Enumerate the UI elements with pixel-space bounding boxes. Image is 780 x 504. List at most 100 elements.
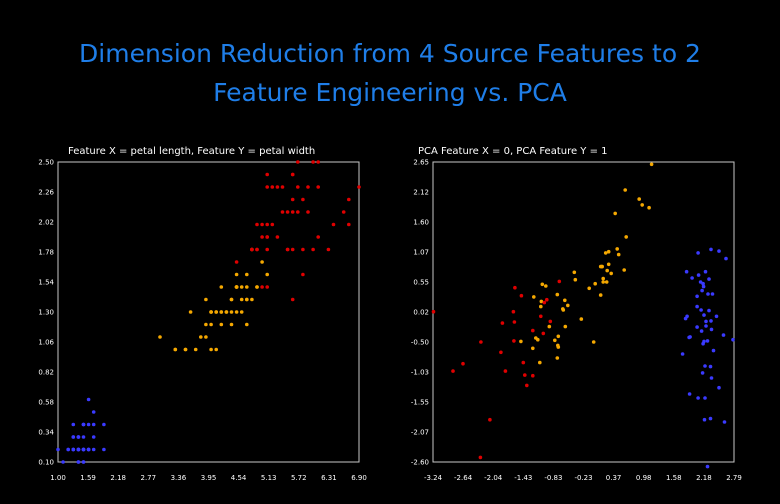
left-point-versicolor bbox=[209, 310, 213, 314]
left-x-tick-label: 6.90 bbox=[351, 474, 367, 482]
left-point-versicolor bbox=[229, 322, 234, 327]
right-point-setosa bbox=[700, 371, 705, 375]
left-point-versicolor bbox=[255, 285, 259, 289]
left-chart-title: Feature X = petal length, Feature Y = pe… bbox=[68, 146, 315, 157]
right-x-tick-label: -2.04 bbox=[484, 474, 503, 482]
right-x-tick-label: -0.23 bbox=[574, 474, 592, 482]
left-point-virginica bbox=[265, 285, 270, 289]
left-point-versicolor bbox=[219, 285, 224, 289]
left-point-setosa bbox=[76, 447, 81, 452]
left-point-versicolor bbox=[204, 297, 208, 302]
left-point-virginica bbox=[296, 185, 300, 189]
right-point-versicolor bbox=[593, 281, 597, 286]
left-point-setosa bbox=[76, 460, 81, 464]
left-point-virginica bbox=[260, 222, 264, 227]
right-point-virginica bbox=[523, 373, 527, 377]
left-point-virginica bbox=[316, 185, 321, 189]
right-point-setosa bbox=[707, 277, 711, 281]
right-y-ticks: -2.60 -2.07 -1.55 -1.03 -0.50 0.02 0.55 1.07 1.6… bbox=[411, 159, 429, 467]
right-point-versicolor bbox=[579, 317, 584, 321]
left-point-versicolor bbox=[239, 285, 244, 289]
right-x-tick-label: -0.83 bbox=[544, 474, 562, 482]
right-point-versicolor bbox=[563, 324, 568, 329]
right-x-tick-label: -2.64 bbox=[454, 474, 473, 482]
right-point-versicolor bbox=[613, 211, 617, 216]
right-x-ticks: -3.24 -2.64 -2.04 -1.43 -0.83 -0.23 0.37 0.98 1.… bbox=[424, 474, 742, 482]
right-point-versicolor bbox=[556, 343, 560, 348]
left-point-virginica bbox=[316, 235, 321, 239]
left-point-virginica bbox=[306, 210, 310, 214]
left-point-virginica bbox=[301, 247, 305, 252]
left-point-virginica bbox=[270, 222, 275, 227]
right-x-tick-label: 0.37 bbox=[606, 474, 622, 482]
right-point-virginica bbox=[531, 373, 535, 378]
right-point-versicolor bbox=[609, 271, 613, 276]
left-point-setosa bbox=[91, 410, 96, 414]
right-point-virginica bbox=[512, 339, 516, 343]
left-point-virginica bbox=[301, 197, 305, 202]
left-point-versicolor bbox=[183, 347, 188, 352]
right-point-versicolor bbox=[539, 299, 544, 304]
right-point-versicolor bbox=[566, 303, 570, 308]
left-x-tick-label: 4.54 bbox=[231, 474, 247, 482]
right-point-setosa bbox=[709, 319, 713, 323]
left-y-tick-label: 2.26 bbox=[38, 189, 54, 197]
right-point-setosa bbox=[711, 348, 716, 353]
right-x-tick-label: -3.24 bbox=[424, 474, 443, 482]
left-point-versicolor bbox=[234, 310, 239, 314]
left-point-virginica bbox=[296, 210, 300, 214]
right-point-setosa bbox=[717, 249, 721, 253]
right-point-versicolor bbox=[573, 277, 578, 282]
right-point-setosa bbox=[717, 385, 721, 390]
right-chart-points bbox=[431, 162, 735, 469]
right-point-setosa bbox=[705, 339, 710, 343]
left-point-virginica bbox=[311, 247, 315, 252]
left-point-virginica bbox=[255, 222, 259, 227]
left-point-setosa bbox=[86, 447, 91, 452]
right-point-setosa bbox=[701, 284, 706, 289]
right-point-setosa bbox=[722, 420, 727, 424]
right-point-versicolor bbox=[600, 264, 604, 269]
left-point-setosa bbox=[81, 447, 86, 452]
left-point-versicolor bbox=[209, 322, 213, 327]
left-point-versicolor bbox=[204, 322, 208, 327]
right-point-versicolor bbox=[540, 282, 545, 287]
right-point-virginica bbox=[511, 309, 516, 314]
right-point-virginica bbox=[531, 328, 535, 333]
right-point-setosa bbox=[695, 294, 699, 299]
right-point-versicolor bbox=[615, 247, 619, 251]
left-chart: Feature X = petal length, Feature Y = pe… bbox=[38, 146, 366, 482]
right-point-versicolor bbox=[539, 304, 543, 309]
right-point-virginica bbox=[461, 361, 465, 366]
right-point-virginica bbox=[545, 297, 549, 302]
left-y-tick-label: 1.54 bbox=[38, 279, 54, 287]
left-x-tick-label: 2.18 bbox=[110, 474, 126, 482]
right-point-setosa bbox=[704, 319, 708, 324]
left-point-versicolor bbox=[234, 272, 239, 277]
right-point-versicolor bbox=[640, 203, 644, 207]
right-point-virginica bbox=[488, 417, 492, 422]
left-point-setosa bbox=[61, 460, 65, 464]
left-y-tick-label: 1.78 bbox=[38, 249, 54, 257]
left-x-tick-label: 6.31 bbox=[321, 474, 337, 482]
right-point-versicolor bbox=[544, 284, 548, 288]
left-point-virginica bbox=[285, 247, 290, 252]
right-point-virginica bbox=[499, 350, 503, 355]
right-point-setosa bbox=[687, 392, 692, 396]
right-point-setosa bbox=[703, 269, 708, 274]
left-point-virginica bbox=[301, 272, 305, 277]
left-x-tick-label: 5.13 bbox=[261, 474, 277, 482]
right-point-versicolor bbox=[572, 270, 577, 275]
right-point-versicolor bbox=[563, 298, 567, 303]
left-y-ticks: 0.10 0.34 0.58 0.82 1.06 1.30 1.54 1.78 2.02 2.26… bbox=[38, 159, 54, 467]
right-point-versicolor bbox=[601, 280, 605, 284]
right-point-setosa bbox=[696, 396, 700, 400]
right-y-tick-label: 2.12 bbox=[413, 189, 429, 197]
right-point-versicolor bbox=[606, 249, 611, 254]
right-point-setosa bbox=[702, 313, 706, 317]
left-x-tick-label: 2.77 bbox=[141, 474, 157, 482]
main-title-line-1: Dimension Reduction from 4 Source Featur… bbox=[79, 39, 701, 68]
left-point-setosa bbox=[81, 422, 86, 427]
right-point-versicolor bbox=[531, 346, 535, 351]
left-x-ticks: 1.00 1.59 2.18 2.77 3.36 3.95 4.54 5.13 5.72 6.31… bbox=[50, 474, 367, 482]
